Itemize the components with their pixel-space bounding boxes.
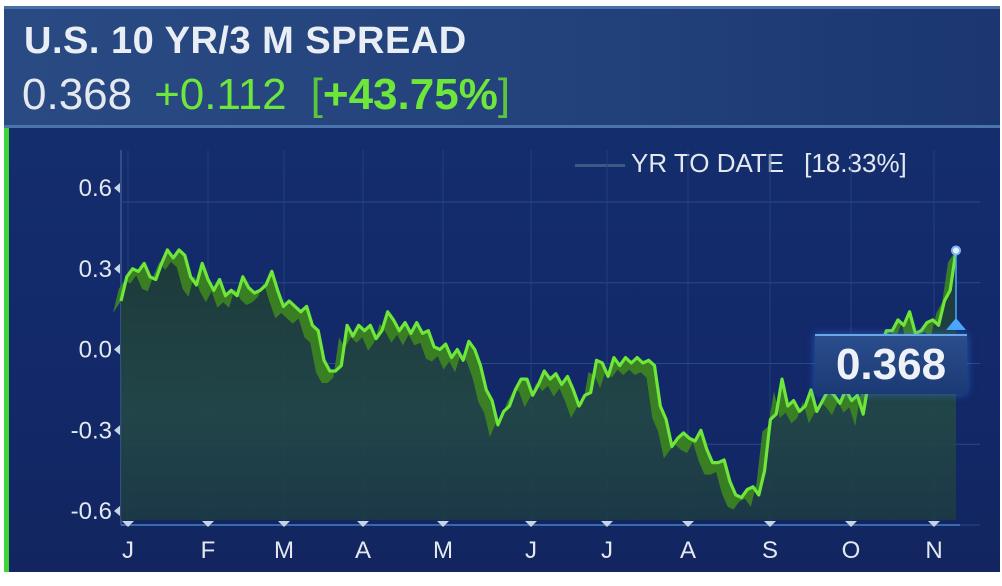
- x-tick-marker: [525, 521, 537, 527]
- quote-line: 0.368 +0.112 [+43.75%]: [22, 70, 510, 120]
- x-tick-label: A: [680, 537, 696, 564]
- x-tick-label: M: [433, 537, 453, 564]
- header-bar: [4, 6, 1000, 128]
- x-tick-label: J: [601, 537, 613, 564]
- last-value-point: [951, 245, 961, 256]
- y-tick-label: 0.6: [79, 175, 112, 202]
- y-tick-marker: [114, 263, 120, 274]
- x-tick-marker: [437, 521, 449, 527]
- x-tick-label: M: [274, 537, 294, 564]
- x-tick-marker: [601, 521, 613, 527]
- y-tick-label: 0.0: [79, 337, 112, 364]
- y-tick-marker: [114, 425, 120, 436]
- last-value-arrow-icon: [946, 318, 966, 330]
- x-tick-label: N: [925, 537, 942, 564]
- x-tick-label: J: [525, 537, 537, 564]
- y-tick-label: 0.3: [79, 256, 112, 283]
- x-tick-label: S: [762, 537, 778, 564]
- y-tick-marker: [114, 344, 120, 355]
- accent-bar: [4, 128, 9, 572]
- x-tick-label: J: [122, 537, 134, 564]
- x-tick-label: F: [201, 537, 216, 564]
- percent-change-value: +43.75%: [322, 70, 498, 119]
- last-value-callout: 0.368: [815, 334, 967, 394]
- bracket-close: ]: [497, 70, 511, 119]
- x-tick-marker: [928, 521, 940, 527]
- x-tick-marker: [764, 521, 776, 527]
- x-tick-marker: [122, 521, 134, 527]
- y-tick-label: -0.3: [71, 417, 112, 444]
- series-line: [119, 248, 958, 500]
- y-tick-label: -0.6: [71, 498, 112, 525]
- y-tick-marker: [114, 506, 120, 516]
- net-change: +0.112: [154, 70, 287, 119]
- last-value: 0.368: [22, 70, 133, 119]
- x-tick-marker: [357, 521, 369, 527]
- x-tick-marker: [202, 521, 214, 527]
- x-tick-marker: [845, 521, 857, 527]
- legend-label: YR TO DATE: [631, 148, 785, 178]
- y-tick-marker: [114, 183, 120, 193]
- bracket-open: [: [310, 70, 323, 119]
- legend-swatch: [575, 163, 625, 167]
- x-tick-marker: [682, 521, 694, 527]
- chart-title: U.S. 10 YR/3 M SPREAD: [24, 20, 467, 62]
- legend-value: [18.33%]: [804, 148, 907, 178]
- x-tick-label: O: [842, 537, 861, 564]
- legend: YR TO DATE [18.33%]: [575, 148, 907, 179]
- percent-change: [+43.75%]: [311, 70, 510, 119]
- x-tick-label: A: [355, 537, 371, 564]
- x-tick-marker: [278, 521, 290, 527]
